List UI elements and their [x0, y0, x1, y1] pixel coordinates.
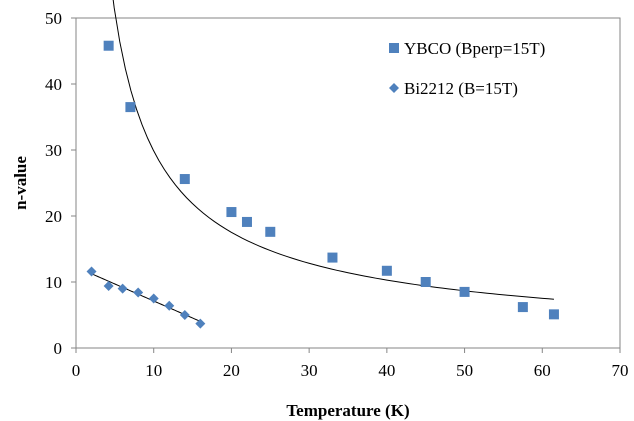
legend-label-series-0: YBCO (Bperp=15T) — [404, 39, 545, 58]
data-point-series-0 — [103, 40, 114, 51]
x-tick-label: 30 — [301, 361, 318, 380]
data-point-series-0 — [327, 252, 338, 263]
legend-marker-series-0 — [389, 43, 399, 53]
x-tick-label: 60 — [534, 361, 551, 380]
data-point-series-1 — [164, 300, 175, 311]
axes: 0 10 20 30 40 50 60 70 0 10 20 30 40 50 Temperature (K… — [11, 9, 629, 420]
trendline-series-0 — [112, 0, 554, 300]
data-point-series-1 — [133, 287, 144, 298]
x-axis-title: Temperature (K) — [286, 401, 409, 420]
data-point-series-0 — [459, 286, 470, 297]
data-point-series-1 — [117, 283, 128, 294]
x-tick-label: 50 — [456, 361, 473, 380]
data-point-series-0 — [548, 309, 559, 320]
x-tick-label: 20 — [223, 361, 240, 380]
data-marks — [86, 40, 559, 329]
data-point-series-0 — [265, 226, 276, 237]
x-tick-label: 40 — [378, 361, 395, 380]
data-point-series-0 — [241, 216, 252, 227]
x-tick-label: 0 — [72, 361, 81, 380]
y-axis-title: n-value — [11, 156, 30, 210]
legend-label-series-1: Bi2212 (B=15T) — [404, 79, 518, 98]
data-point-series-1 — [148, 293, 159, 304]
plot-frame — [75, 17, 621, 349]
data-point-series-0 — [381, 265, 392, 276]
data-point-series-1 — [86, 266, 97, 277]
y-tick-label: 40 — [45, 75, 62, 94]
data-point-series-0 — [420, 277, 431, 287]
x-tick-label: 70 — [612, 361, 629, 380]
legend-marker-series-1 — [389, 83, 399, 93]
legend: YBCO (Bperp=15T) Bi2212 (B=15T) — [389, 39, 545, 98]
y-tick-label: 30 — [45, 141, 62, 160]
y-tick-label: 50 — [45, 9, 62, 28]
data-point-series-1 — [179, 310, 190, 320]
data-point-series-1 — [195, 318, 206, 329]
y-tick-label: 20 — [45, 207, 62, 226]
data-point-series-1 — [103, 280, 114, 291]
data-point-series-0 — [125, 102, 136, 113]
data-point-series-0 — [179, 174, 190, 185]
data-point-series-0 — [226, 207, 237, 218]
y-tick-label: 10 — [45, 273, 62, 292]
x-tick-label: 10 — [145, 361, 162, 380]
data-point-series-0 — [517, 302, 528, 313]
y-tick-label: 0 — [54, 339, 63, 358]
